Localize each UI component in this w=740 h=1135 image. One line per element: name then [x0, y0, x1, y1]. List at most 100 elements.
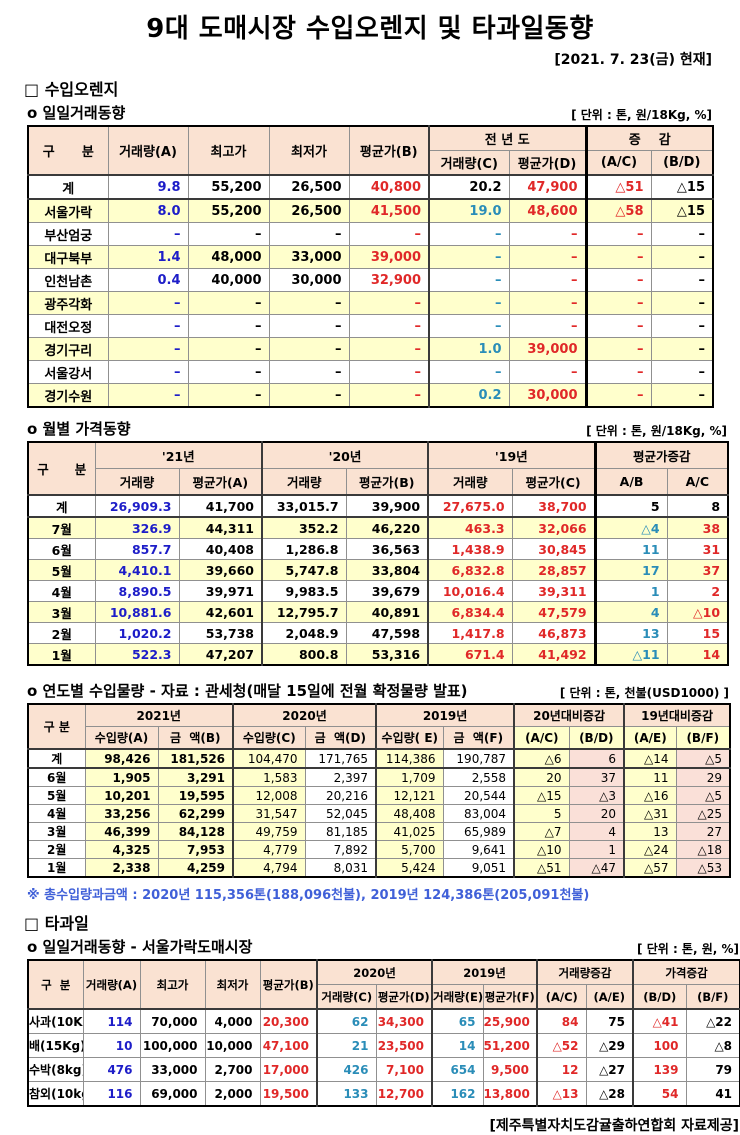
cell: △14	[623, 748, 677, 769]
cell: △52	[536, 1033, 587, 1058]
cell: 19.0	[428, 198, 510, 223]
cell: 13	[593, 622, 668, 644]
cell: △15	[650, 174, 714, 200]
cell: 116	[82, 1081, 141, 1107]
column-header: 거래량	[261, 468, 347, 496]
row-label: 서울가락	[27, 198, 109, 223]
page-title: 9대 도매시장 수입오렌지 및 타과일동향	[146, 14, 594, 44]
cell: –	[508, 245, 587, 269]
cell: 5,700	[375, 840, 444, 859]
cell: –	[268, 383, 350, 408]
column-header: 평균가(B)	[259, 959, 318, 1010]
cell: –	[584, 222, 652, 246]
cell: 476	[82, 1057, 141, 1082]
cell: 83,004	[442, 804, 515, 823]
cell: –	[187, 383, 270, 408]
cell: 0.2	[428, 383, 510, 408]
table-row: 인천남촌 0.4 40,000 30,000 32,900– – – –	[27, 268, 714, 292]
cell: –	[107, 360, 189, 384]
table-row: 대전오정 – – – – – – – –	[27, 314, 714, 338]
cell: 0.4	[107, 268, 189, 292]
cell: 104,470	[232, 748, 306, 769]
row-label: 1월	[27, 858, 86, 878]
cell: △5	[675, 748, 731, 769]
cell: △15	[650, 198, 714, 223]
cell: 41,500	[348, 198, 430, 223]
yearly-unit-label: [ 단위 : 톤, 천불(USD1000) ]	[559, 686, 729, 700]
table-row: 경기구리 – – – –1.0 39,000– –	[27, 337, 714, 361]
table-row: 대구북부 1.4 48,000 33,000 39,000– – – –	[27, 245, 714, 269]
column-header: 거래량(C)	[316, 984, 377, 1010]
cell: 29	[675, 767, 731, 787]
cell: 38	[666, 516, 729, 539]
cell: 84,128	[157, 822, 234, 841]
cell: △7	[513, 822, 570, 841]
cell: 2,397	[304, 767, 377, 787]
cell: 54	[632, 1081, 687, 1107]
cell: 190,787	[442, 748, 515, 769]
cell: 48,600	[508, 198, 587, 223]
column-header: A/C	[666, 468, 729, 496]
column-header: 거래량	[427, 468, 513, 496]
cell: 15	[666, 622, 729, 644]
column-header: 평균가(D)	[508, 150, 587, 176]
cell: –	[508, 268, 587, 292]
cell: –	[584, 360, 652, 384]
column-header: '21년	[94, 441, 263, 469]
yearly-import-table: 구 분 2021년 2020년 2019년 20년대비증감 19년대비증감 수입량(A) 금 …	[27, 703, 732, 878]
cell: –	[508, 314, 587, 338]
cell: 55,200	[187, 198, 270, 223]
monthly-subtitle: o 월별 가격동향	[27, 420, 131, 438]
cell: 181,526	[157, 748, 234, 769]
cell: 26,500	[268, 198, 350, 223]
table-row: 부산엄궁 – – – – – – – –	[27, 222, 714, 246]
row-label: 수박(8kg)	[27, 1057, 84, 1082]
cell: 10	[82, 1033, 141, 1058]
cell: 46,220	[345, 516, 429, 539]
cell: 19,500	[259, 1081, 318, 1107]
cell: 100,000	[139, 1033, 206, 1058]
column-header: (B/D)	[650, 150, 714, 176]
cell: 5	[593, 494, 668, 518]
row-label: 경기수원	[27, 383, 109, 408]
column-header: 평균가(D)	[375, 984, 433, 1010]
row-label: 광주각화	[27, 291, 109, 315]
column-header: 수입량(A)	[84, 726, 159, 750]
table-row: 1월 522.3 47,207 800.8 53,316 671.4 41,492 △11 14	[27, 643, 729, 666]
cell: –	[508, 222, 587, 246]
cell: 53,316	[345, 643, 429, 666]
table-row: 참외(10kg)11669,0002,00019,50013312,700162…	[27, 1081, 740, 1107]
cell: 2,558	[442, 767, 515, 787]
cell: △25	[675, 804, 731, 823]
cell: 49,759	[232, 822, 306, 841]
cell: –	[187, 222, 270, 246]
column-header: 금 액(D)	[304, 726, 377, 750]
cell: 654	[431, 1057, 484, 1082]
table-row: 7월 326.9 44,311 352.2 46,220 463.3 32,066 △4 38	[27, 516, 729, 539]
section-other-fruit: □ 타과일	[24, 914, 89, 933]
cell: 522.3	[94, 643, 180, 666]
cell: 31,547	[232, 804, 306, 823]
cell: △41	[632, 1008, 687, 1034]
cell: △58	[584, 198, 652, 223]
cell: 426	[316, 1057, 377, 1082]
column-header: 구 분	[27, 959, 84, 1010]
cell: –	[107, 383, 189, 408]
cell: 4,410.1	[94, 559, 180, 581]
cell: 4,779	[232, 840, 306, 859]
cell: 5,424	[375, 858, 444, 878]
table-row: 광주각화 – – – – – – – –	[27, 291, 714, 315]
cell: 12,121	[375, 786, 444, 805]
cell: 42,601	[178, 601, 263, 623]
cell: 171,765	[304, 748, 377, 769]
cell: 41,492	[511, 643, 596, 666]
cell: 6	[568, 748, 625, 769]
cell: –	[268, 222, 350, 246]
daily-unit-label: [ 단위 : 톤, 원/18Kg, %]	[571, 108, 712, 122]
cell: –	[428, 360, 510, 384]
cell: 75	[585, 1008, 634, 1034]
cell: 20,300	[259, 1008, 318, 1034]
row-label: 2월	[27, 840, 86, 859]
fruits-subtitle-row: o 일일거래동향 - 서울가락도매시장 [ 단위 : 톤, 원, %]	[27, 936, 739, 957]
